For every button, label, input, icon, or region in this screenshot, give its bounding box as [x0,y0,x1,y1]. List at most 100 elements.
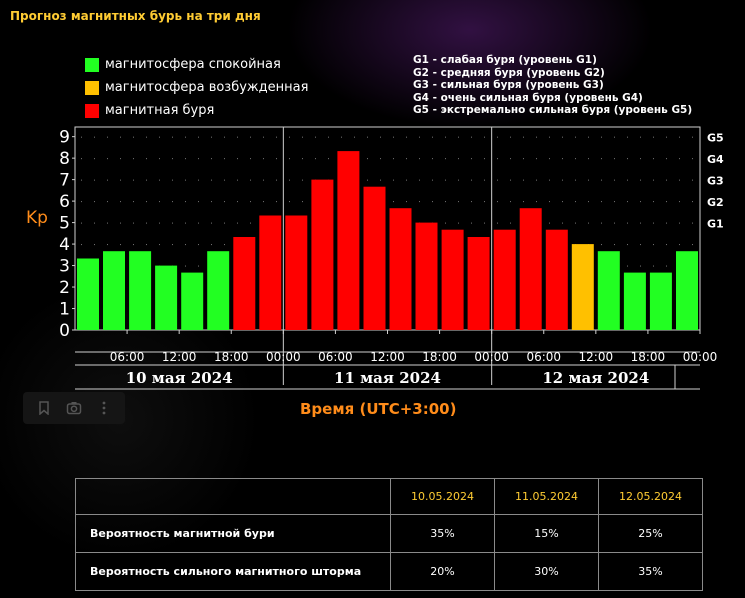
legend-item-active: магнитосфера возбужденная [85,76,308,99]
grid-dot [367,136,368,138]
grid-dot [601,244,602,246]
grid-dot [393,136,394,138]
g-legend-item: G4 - очень сильная буря (уровень G4) [413,91,643,104]
day-label: 10 мая 2024 [126,369,233,387]
kp-bar [363,186,386,330]
kp-bar [519,208,542,330]
kp-bar [467,237,490,330]
day-label: 11 мая 2024 [334,369,441,387]
grid-dot [237,222,238,224]
grid-dot [211,158,212,160]
grid-dot [640,222,641,224]
lens-search-icon[interactable] [59,393,89,423]
grid-dot [627,179,628,181]
grid-dot [237,179,238,181]
grid-dot [211,244,212,246]
image-toolbar [23,392,125,424]
grid-dot [549,158,550,160]
y-tick-label: 7 [59,171,70,191]
grid-dot [393,179,394,181]
table-row: Вероятность магнитной бури 35% 15% 25% [75,514,703,553]
grid-dot [666,265,667,267]
kp-bar [311,179,334,330]
grid-dot [432,136,433,138]
grid-dot [692,222,693,224]
grid-dot [510,222,511,224]
grid-dot [549,179,550,181]
grid-dot [510,201,511,203]
kp-bar [77,258,99,330]
grid-dot [666,222,667,224]
legend-item-quiet: магнитосфера спокойная [85,53,308,76]
grid-dot [692,136,693,138]
grid-dot [679,222,680,224]
grid-dot [640,201,641,203]
grid-dot [614,222,615,224]
grid-dot [497,201,498,203]
grid-dot [315,136,316,138]
y-tick-label: 9 [59,128,70,148]
time-tick-label: 12:00 [579,350,614,364]
grid-dot [627,158,628,160]
grid-dot [341,136,342,138]
grid-dot [458,179,459,181]
color-legend: магнитосфера спокойная магнитосфера возб… [85,53,308,122]
grid-dot [172,244,173,246]
grid-dot [328,136,329,138]
grid-dot [432,158,433,160]
grid-dot [263,158,264,160]
grid-dot [536,136,537,138]
grid-dot [211,222,212,224]
grid-dot [211,201,212,203]
grid-dot [458,136,459,138]
grid-dot [94,158,95,160]
grid-dot [81,179,82,181]
grid-dot [666,244,667,246]
grid-dot [692,201,693,203]
grid-dot [367,179,368,181]
grid-dot [497,179,498,181]
kp-bar [285,215,308,330]
table-date-header: 10.05.2024 [390,478,495,515]
grid-dot [315,158,316,160]
grid-dot [614,244,615,246]
grid-dot [198,201,199,203]
grid-dot [172,179,173,181]
grid-dot [159,179,160,181]
grid-dot [172,136,173,138]
grid-dot [627,201,628,203]
grid-dot [445,201,446,203]
grid-dot [471,158,472,160]
grid-dot [250,179,251,181]
grid-dot [575,222,576,224]
grid-dot [562,179,563,181]
grid-dot [94,222,95,224]
grid-dot [159,222,160,224]
grid-dot [185,136,186,138]
kp-bar [676,251,698,330]
grid-dot [250,158,251,160]
more-options-icon[interactable] [89,393,119,423]
bookmark-icon[interactable] [29,393,59,423]
grid-dot [107,222,108,224]
grid-dot [523,136,524,138]
grid-dot [107,201,108,203]
grid-dot [627,244,628,246]
grid-dot [172,201,173,203]
grid-dot [536,201,537,203]
grid-dot [627,136,628,138]
grid-dot [159,244,160,246]
grid-dot [575,158,576,160]
grid-dot [237,201,238,203]
grid-dot [276,158,277,160]
g-level-tick-label: G5 [707,132,724,145]
grid-dot [94,244,95,246]
grid-dot [185,158,186,160]
y-tick-label: 6 [59,192,70,212]
grid-dot [406,201,407,203]
grid-dot [471,136,472,138]
grid-dot [653,244,654,246]
y-tick-label: 2 [59,278,70,298]
grid-dot [367,158,368,160]
